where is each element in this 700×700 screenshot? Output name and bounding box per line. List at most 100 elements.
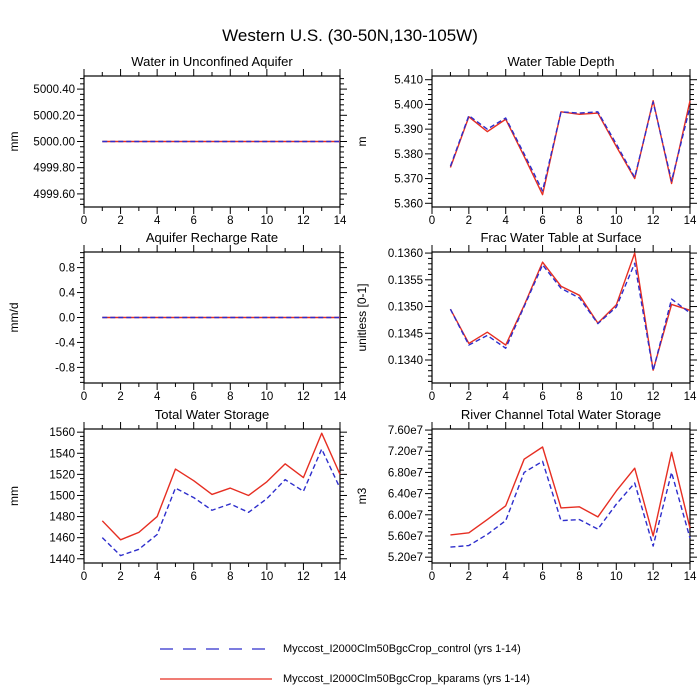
axis-ticks xyxy=(425,422,697,570)
legend-label-control: Myccost_I2000Clm50BgcCrop_control (yrs 1… xyxy=(283,643,521,655)
x-tick-label: 0 xyxy=(81,215,87,227)
series-line-control xyxy=(449,101,691,192)
y-tick-label: 1520 xyxy=(49,469,75,481)
y-axis-label: mm xyxy=(7,486,21,506)
x-tick-label: 6 xyxy=(191,571,197,583)
axis-labels: 0 2 4 6 8 10 12 14 0.1340 0.1345 0.1350 0.1355 0.136… xyxy=(388,248,697,403)
x-tick-label: 2 xyxy=(466,571,472,583)
y-tick-label: 5.60e7 xyxy=(388,531,423,543)
x-tick-label: 10 xyxy=(260,215,273,227)
series-line-kparams xyxy=(450,446,691,537)
series-line-kparams xyxy=(449,100,691,196)
axis-ticks xyxy=(77,69,347,214)
chart-water-in-unconfined-aquifer: 0 2 4 6 8 10 12 14 4999.60 4999.80 5000.00 5000.20 5… xyxy=(7,54,347,227)
x-tick-label: 6 xyxy=(191,391,197,403)
y-tick-label: 5000.20 xyxy=(33,110,75,122)
x-tick-label: 6 xyxy=(539,391,545,403)
chart-title: Water Table Depth xyxy=(508,54,615,69)
x-tick-label: 14 xyxy=(334,215,347,227)
y-tick-label: 7.60e7 xyxy=(388,425,423,437)
x-tick-label: 2 xyxy=(117,391,123,403)
x-tick-label: 2 xyxy=(117,571,123,583)
chart-title: Water in Unconfined Aquifer xyxy=(131,54,293,69)
plot-frame xyxy=(431,75,691,208)
x-tick-label: 10 xyxy=(610,571,623,583)
y-tick-label: 5.360 xyxy=(394,198,423,210)
x-tick-label: 8 xyxy=(576,571,582,583)
x-tick-label: 0 xyxy=(81,571,87,583)
x-tick-label: 12 xyxy=(647,215,660,227)
y-tick-label: 1480 xyxy=(49,512,75,524)
x-tick-label: 14 xyxy=(334,391,347,403)
axis-labels: 0 2 4 6 8 10 12 14 4999.60 4999.80 5000.00 5000.20 5… xyxy=(33,84,347,227)
x-tick-label: 2 xyxy=(466,391,472,403)
x-tick-label: 10 xyxy=(610,215,623,227)
x-tick-label: 10 xyxy=(610,391,623,403)
y-tick-label: 0.1355 xyxy=(388,275,423,287)
y-tick-label: 5.370 xyxy=(394,174,423,186)
y-tick-label: 4999.80 xyxy=(33,163,75,175)
y-tick-label: -0.4 xyxy=(55,337,75,349)
y-tick-label: 5.400 xyxy=(394,99,423,111)
axis-ticks xyxy=(77,422,347,570)
y-axis-label: m3 xyxy=(355,487,369,504)
series-line-kparams xyxy=(449,252,691,371)
series-line-control xyxy=(449,262,691,372)
plot-frame xyxy=(83,428,341,564)
x-tick-label: 10 xyxy=(260,391,273,403)
y-axis-label: mm xyxy=(7,132,21,152)
x-tick-label: 8 xyxy=(576,215,582,227)
x-tick-label: 14 xyxy=(684,391,697,403)
plot-frame xyxy=(431,251,691,384)
y-tick-label: 5.380 xyxy=(394,149,423,161)
x-tick-label: 6 xyxy=(539,215,545,227)
y-tick-label: 0.1350 xyxy=(388,302,423,314)
legend-line-solid xyxy=(160,678,272,680)
y-tick-label: 5.390 xyxy=(394,124,423,136)
x-tick-label: 8 xyxy=(227,391,233,403)
legend: Myccost_I2000Clm50BgcCrop_control (yrs 1… xyxy=(160,634,530,694)
chart-river-channel-total-water-storage: 0 2 4 6 8 10 12 14 5.20e7 5.60e7 6.00e7 6.40e7 6.80e… xyxy=(355,407,697,583)
legend-entry-control: Myccost_I2000Clm50BgcCrop_control (yrs 1… xyxy=(160,634,530,664)
y-tick-label: 0.8 xyxy=(59,263,75,275)
chart-water-table-depth: 0 2 4 6 8 10 12 14 5.360 5.370 5.380 5.390 5.400 5.41… xyxy=(355,54,697,227)
chart-frac-water-table-at-surface: 0 2 4 6 8 10 12 14 0.1340 0.1345 0.1350 0.1355 0.136… xyxy=(355,230,697,403)
y-tick-label: 1540 xyxy=(49,448,75,460)
x-tick-label: 0 xyxy=(429,215,435,227)
axis-labels: 0 2 4 6 8 10 12 14 -0.8 -0.4 0.0 0.4 0.8 xyxy=(55,263,347,403)
x-tick-label: 4 xyxy=(503,571,510,583)
plot-frame xyxy=(431,428,691,564)
y-tick-label: 1440 xyxy=(49,554,75,566)
y-tick-label: 5.410 xyxy=(394,75,423,87)
x-tick-label: 0 xyxy=(429,391,435,403)
axis-ticks xyxy=(77,245,347,390)
x-tick-label: 0 xyxy=(429,571,435,583)
axis-labels: 0 2 4 6 8 10 12 14 5.360 5.370 5.380 5.390 5.400 5.41… xyxy=(394,75,697,227)
x-tick-label: 12 xyxy=(297,391,310,403)
x-tick-label: 8 xyxy=(576,391,582,403)
x-tick-label: 12 xyxy=(647,391,660,403)
y-tick-label: 6.40e7 xyxy=(388,489,423,501)
charts-canvas: 0 2 4 6 8 10 12 14 4999.60 4999.80 5000.00 5000.20 5… xyxy=(7,54,697,583)
y-tick-label: 0.1345 xyxy=(388,328,423,340)
x-tick-label: 14 xyxy=(684,571,697,583)
x-tick-label: 6 xyxy=(191,215,197,227)
x-tick-label: 8 xyxy=(227,571,233,583)
y-tick-label: 0.0 xyxy=(59,313,75,325)
y-tick-label: 1460 xyxy=(49,533,75,545)
series-line-control xyxy=(101,448,341,557)
chart-title: River Channel Total Water Storage xyxy=(461,407,661,422)
chart-title: Frac Water Table at Surface xyxy=(480,230,641,245)
legend-label-kparams: Myccost_I2000Clm50BgcCrop_kparams (yrs 1… xyxy=(283,673,530,685)
legend-entry-kparams: Myccost_I2000Clm50BgcCrop_kparams (yrs 1… xyxy=(160,664,530,694)
x-tick-label: 2 xyxy=(117,215,123,227)
y-tick-label: -0.8 xyxy=(55,362,75,374)
x-tick-label: 14 xyxy=(334,571,347,583)
y-tick-label: 5.20e7 xyxy=(388,552,423,564)
y-tick-label: 0.4 xyxy=(59,288,76,300)
y-tick-label: 6.00e7 xyxy=(388,510,423,522)
x-tick-label: 0 xyxy=(81,391,87,403)
x-tick-label: 12 xyxy=(297,571,310,583)
y-tick-label: 1560 xyxy=(49,427,75,439)
y-tick-label: 1500 xyxy=(49,490,75,502)
